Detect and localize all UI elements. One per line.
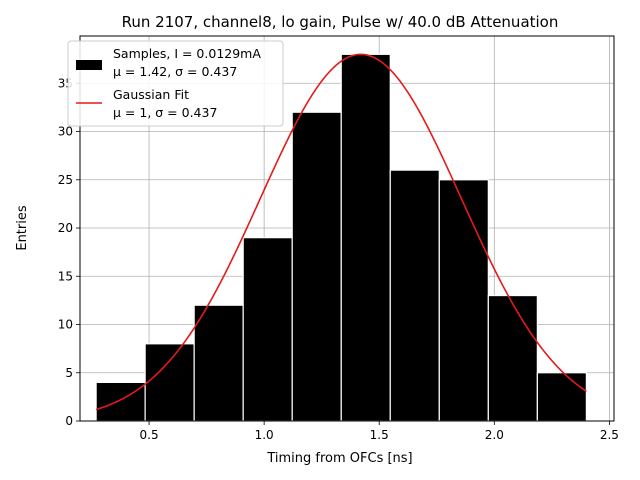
chart-title: Run 2107, channel8, lo gain, Pulse w/ 40…: [122, 13, 559, 31]
legend: Samples, I = 0.0129mA μ = 1.42, σ = 0.43…: [67, 40, 284, 127]
legend-label-samples-line1: Samples, I = 0.0129mA: [113, 46, 261, 61]
y-tick-label: 20: [58, 221, 73, 235]
histogram-bar: [144, 343, 195, 422]
x-axis-label: Timing from OFCs [ns]: [266, 451, 412, 466]
histogram-bar: [536, 372, 587, 422]
x-tick-label: 1.0: [255, 428, 274, 442]
histogram-bar: [291, 111, 342, 422]
y-tick-label: 5: [65, 366, 73, 380]
legend-label-fit-line1: Gaussian Fit: [113, 87, 189, 102]
histogram-bar: [438, 179, 489, 422]
y-tick-label: 15: [58, 269, 73, 283]
legend-label-fit-line2: μ = 1, σ = 0.437: [113, 105, 217, 120]
y-tick-label: 10: [58, 318, 73, 332]
legend-frame: [67, 40, 284, 127]
x-tick-label: 1.5: [370, 428, 389, 442]
y-tick-label: 0: [65, 414, 73, 428]
legend-label-samples-line2: μ = 1.42, σ = 0.437: [113, 64, 237, 79]
histogram-bar: [242, 237, 293, 422]
y-axis-label: Entries: [15, 205, 30, 251]
y-tick-label: 25: [58, 173, 73, 187]
legend-swatch-samples: [76, 60, 102, 70]
y-tick-label: 30: [58, 125, 73, 139]
histogram-bar: [95, 381, 146, 422]
gaussian-fit-line: [95, 53, 587, 411]
x-axis-ticks: 0.5 1.0 1.5 2.0 2.5: [140, 421, 619, 442]
histogram-bar: [389, 169, 440, 422]
histogram-bar: [193, 304, 244, 422]
histogram-bars: [95, 53, 587, 422]
x-tick-label: 2.5: [600, 428, 619, 442]
x-tick-label: 2.0: [485, 428, 504, 442]
histogram-bar: [487, 294, 538, 422]
plot-frame: [79, 35, 615, 422]
histogram-bar: [340, 53, 391, 422]
x-tick-label: 0.5: [140, 428, 159, 442]
